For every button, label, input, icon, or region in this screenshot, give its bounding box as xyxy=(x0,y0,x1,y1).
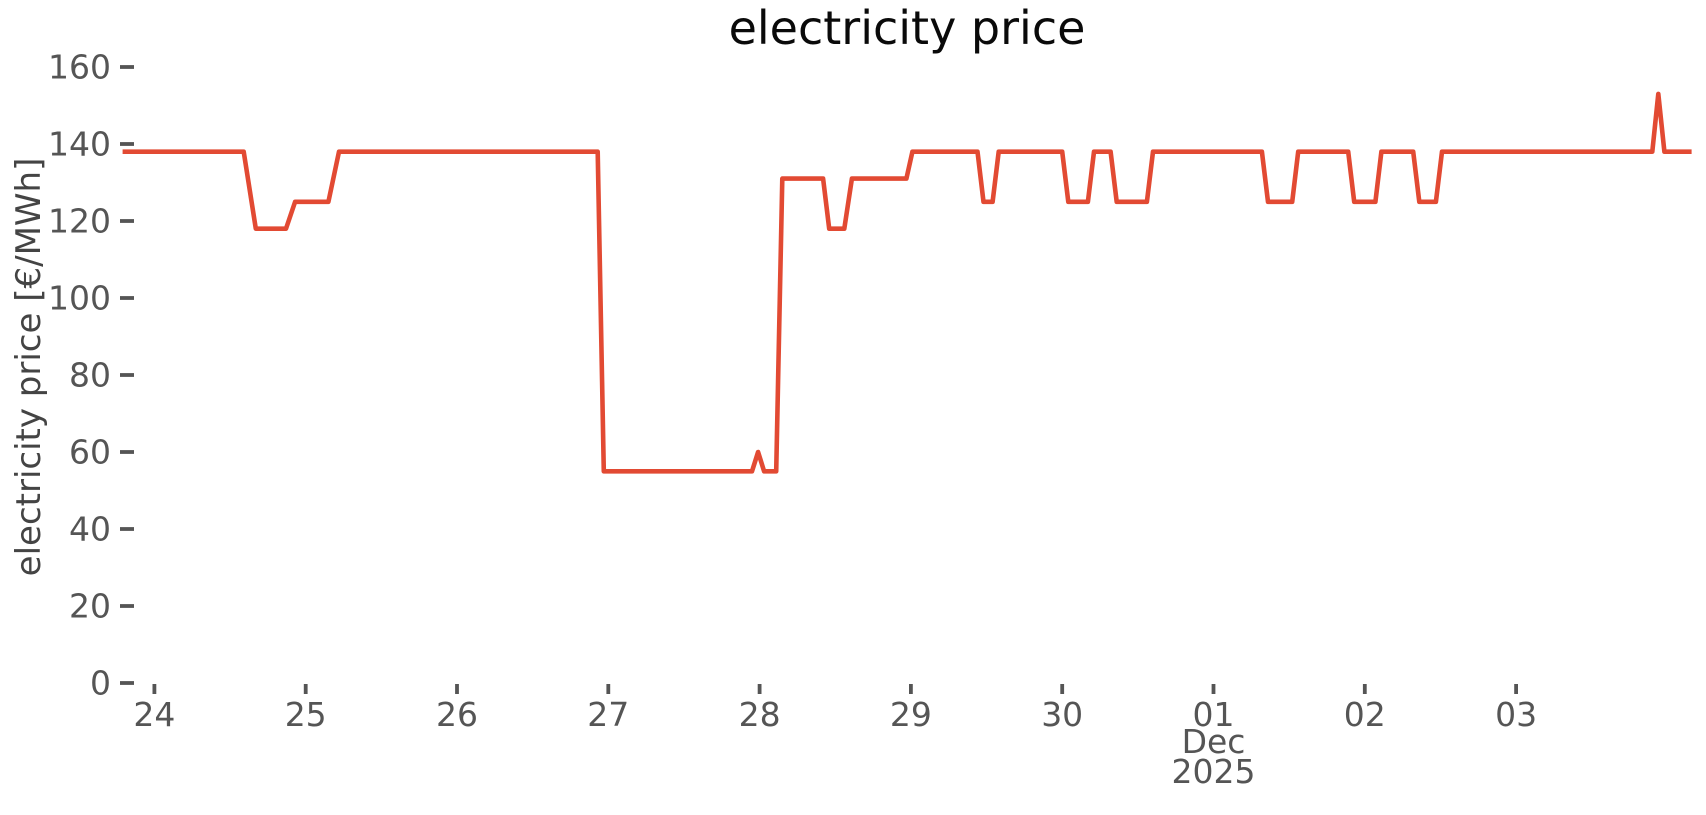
x-tick-label: 03 xyxy=(1495,695,1537,734)
x-tick-label: 26 xyxy=(436,695,478,734)
y-tick-label: 100 xyxy=(48,279,111,318)
y-tick-label: 80 xyxy=(69,356,111,395)
x-tick-label: 02 xyxy=(1344,695,1386,734)
y-tick-label: 160 xyxy=(48,48,111,87)
y-axis-label: electricity price [€/MWh] xyxy=(9,158,49,577)
y-tick-label: 20 xyxy=(69,587,111,626)
y-tick-label: 120 xyxy=(48,202,111,241)
y-tick-label: 40 xyxy=(69,510,111,549)
x-tick-label: 29 xyxy=(890,695,932,734)
y-tick-label: 140 xyxy=(48,125,111,164)
x-tick-label: 28 xyxy=(739,695,781,734)
x-tick-label: 25 xyxy=(285,695,327,734)
x-tick-label: 30 xyxy=(1041,695,1083,734)
x-tick-label: 27 xyxy=(587,695,629,734)
y-axis-ticks: 0 20 40 60 80 100 120 140 160 xyxy=(48,48,134,703)
chart-title: electricity price xyxy=(729,1,1086,55)
x-axis-ticks: 24 25 26 27 28 29 30 01 02 03 xyxy=(133,684,1537,734)
x-tick-label: 24 xyxy=(133,695,175,734)
price-line-series xyxy=(122,91,1692,474)
x-tick-label: 01 xyxy=(1193,695,1235,734)
x-axis-year-label: 2025 xyxy=(1172,752,1256,791)
y-tick-label: 60 xyxy=(69,433,111,472)
y-tick-label: 0 xyxy=(90,664,111,703)
x-axis-month-label: Dec xyxy=(1182,722,1246,761)
